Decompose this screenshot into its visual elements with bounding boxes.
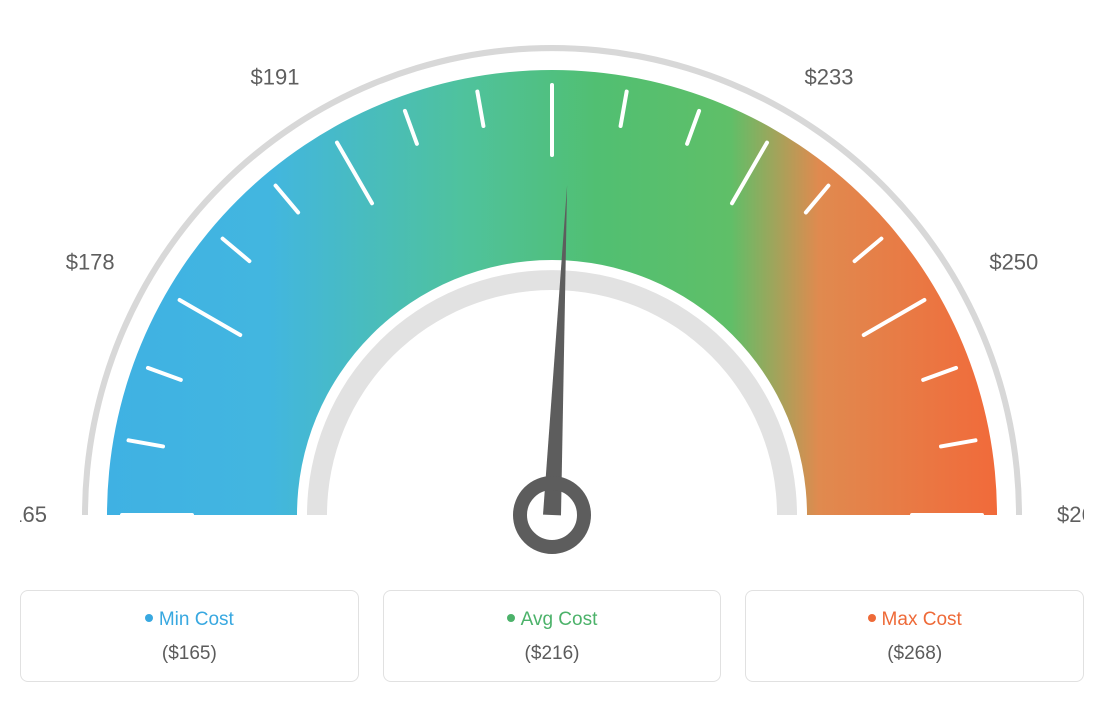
max-cost-title: Max Cost: [758, 609, 1071, 631]
max-cost-value: ($268): [758, 643, 1071, 665]
svg-text:$178: $178: [66, 250, 115, 275]
max-cost-dot: [868, 614, 876, 622]
avg-cost-title: Avg Cost: [396, 609, 709, 631]
svg-text:$250: $250: [989, 250, 1038, 275]
max-cost-card: Max Cost ($268): [745, 590, 1084, 682]
svg-text:$165: $165: [20, 502, 47, 527]
svg-text:$233: $233: [805, 65, 854, 90]
max-cost-label: Max Cost: [882, 609, 962, 630]
min-cost-card: Min Cost ($165): [20, 590, 359, 682]
avg-cost-dot: [507, 614, 515, 622]
min-cost-dot: [145, 614, 153, 622]
svg-text:$268: $268: [1057, 502, 1084, 527]
avg-cost-card: Avg Cost ($216): [383, 590, 722, 682]
svg-text:$191: $191: [251, 65, 300, 90]
min-cost-title: Min Cost: [33, 609, 346, 631]
min-cost-label: Min Cost: [159, 609, 234, 630]
svg-text:$216: $216: [528, 20, 577, 22]
summary-cards: Min Cost ($165) Avg Cost ($216) Max Cost…: [20, 590, 1084, 682]
min-cost-value: ($165): [33, 643, 346, 665]
gauge-chart: $165 $178 $191 $216 $233 $250 $268: [20, 20, 1084, 580]
avg-cost-value: ($216): [396, 643, 709, 665]
avg-cost-label: Avg Cost: [521, 609, 598, 630]
